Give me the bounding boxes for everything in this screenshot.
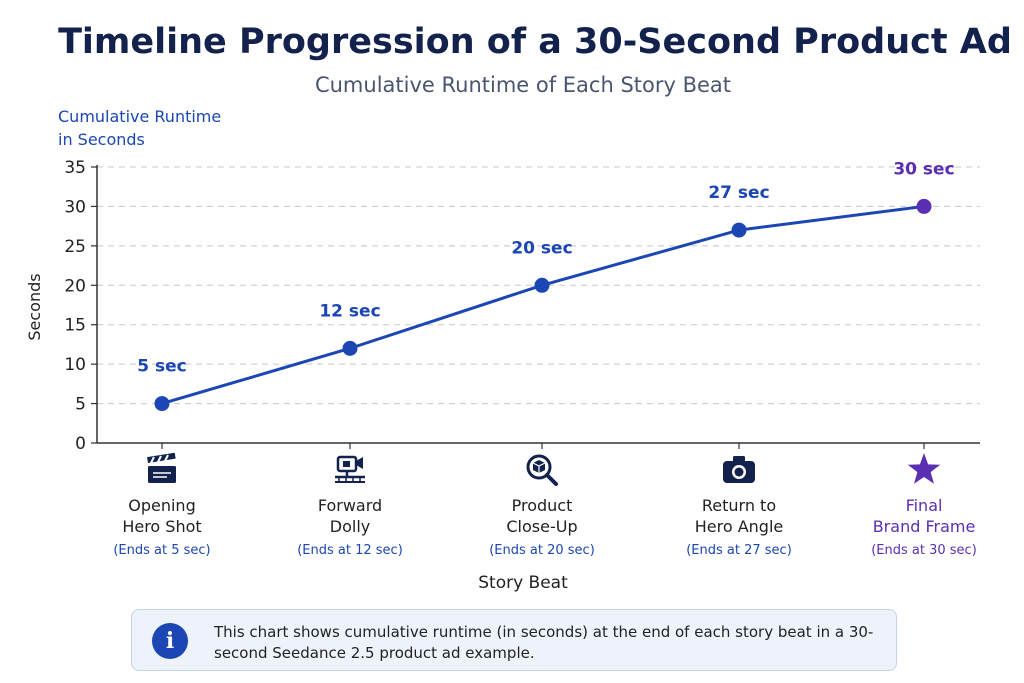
y-axis-top-label-line2: in Seconds — [58, 130, 145, 149]
clapperboard-icon — [147, 452, 176, 483]
data-point — [154, 396, 170, 412]
y-tick-label: 20 — [64, 276, 86, 296]
y-tick-label: 10 — [64, 355, 86, 375]
series-line — [161, 204, 925, 406]
y-tick-label: 15 — [64, 316, 86, 336]
data-label: 5 sec — [137, 357, 186, 377]
x-axis-categories: Opening Hero Shot (Ends at 5 sec) Forward Do… — [113, 443, 977, 558]
chart-subtitle: Cumulative Runtime of Each Story Beat — [315, 73, 731, 97]
y-tick-label: 35 — [64, 158, 86, 178]
category-sublabel: (Ends at 5 sec) — [113, 543, 210, 558]
data-point — [342, 340, 358, 356]
category-sublabel: (Ends at 27 sec) — [686, 543, 792, 558]
data-point — [731, 222, 747, 238]
y-axis-ticks: 0 5 10 15 20 25 30 35 — [64, 158, 97, 454]
magnifier-box-icon — [526, 454, 558, 486]
category-sublabel: (Ends at 20 sec) — [489, 543, 595, 558]
info-icon: i — [152, 623, 188, 659]
star-icon — [907, 453, 941, 484]
data-label: 20 sec — [511, 238, 572, 258]
camera-icon — [723, 456, 755, 483]
category-label: Hero Angle — [695, 517, 784, 536]
data-label: 27 sec — [708, 183, 769, 203]
category-label: Opening — [128, 496, 195, 515]
category-label: Return to — [702, 496, 776, 515]
dolly-camera-icon — [335, 455, 365, 483]
data-label: 30 sec — [893, 159, 954, 179]
y-axis-top-label-line1: Cumulative Runtime — [58, 107, 221, 126]
timeline-line-chart: Timeline Progression of a 30-Second Prod… — [25, 22, 1012, 593]
category-label: Hero Shot — [122, 517, 201, 536]
y-axis-title: Seconds — [25, 273, 44, 340]
y-tick-label: 0 — [75, 434, 86, 454]
series-runtime: 5 sec 12 sec 20 sec 27 sec 30 sec — [137, 159, 955, 412]
chart-title: Timeline Progression of a 30-Second Prod… — [58, 22, 1012, 62]
info-note: i This chart shows cumulative runtime (i… — [131, 609, 897, 671]
category-label: Dolly — [330, 517, 370, 536]
y-tick-label: 30 — [64, 197, 86, 217]
y-tick-label: 25 — [64, 237, 86, 257]
category-sublabel: (Ends at 30 sec) — [871, 543, 977, 558]
category-label: Brand Frame — [873, 517, 976, 536]
category-sublabel: (Ends at 12 sec) — [297, 543, 403, 558]
category-label: Final — [906, 496, 943, 515]
data-label: 12 sec — [319, 301, 380, 321]
data-point — [916, 198, 932, 214]
category-label: Product — [512, 496, 573, 515]
category-label: Close-Up — [506, 517, 577, 536]
y-tick-label: 5 — [75, 395, 86, 415]
category-label: Forward — [318, 496, 382, 515]
data-point — [534, 277, 550, 293]
info-note-text: This chart shows cumulative runtime (in … — [214, 623, 874, 662]
x-axis-title: Story Beat — [478, 573, 568, 593]
